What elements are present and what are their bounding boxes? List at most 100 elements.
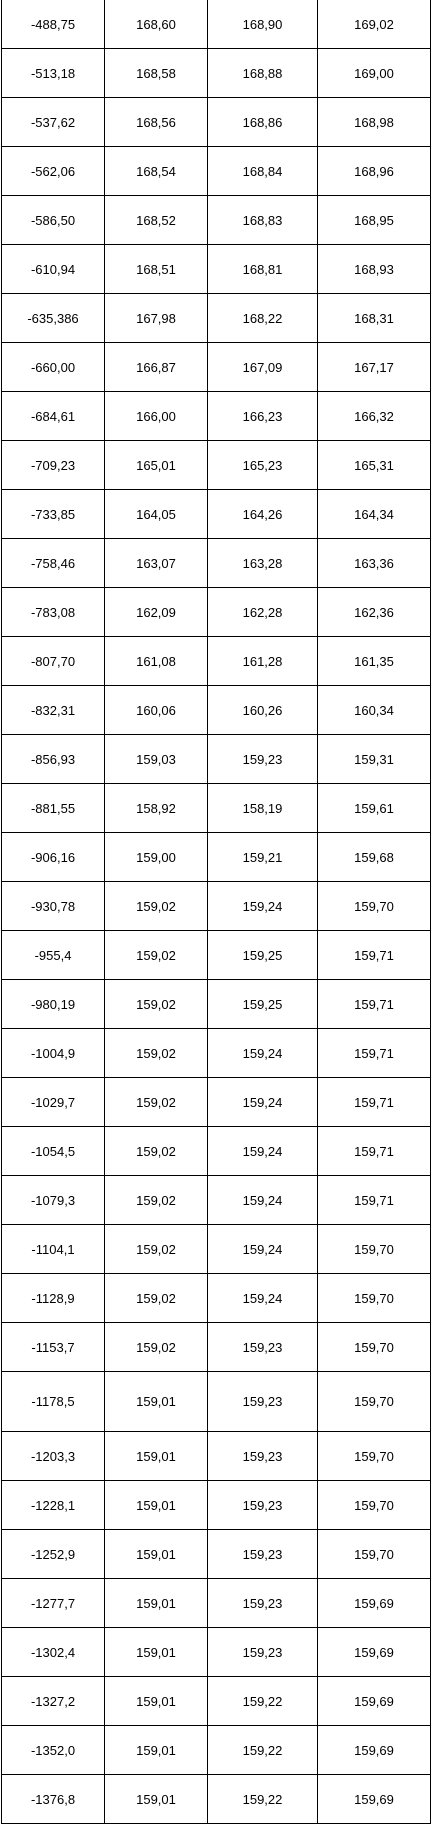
table-row: -881,55 158,92 158,19 159,61 — [1, 783, 431, 833]
table-cell-col4: 159,70 — [317, 881, 431, 931]
table-cell-col4: 159,70 — [317, 1322, 431, 1372]
table-cell-col4: 162,36 — [317, 587, 431, 637]
table-cell-col3: 159,22 — [207, 1774, 318, 1824]
table-cell-col2: 159,03 — [104, 734, 208, 784]
table-cell-col3: 168,88 — [207, 48, 318, 98]
table-cell-col2: 159,01 — [104, 1578, 208, 1628]
table-cell-col2: 168,58 — [104, 48, 208, 98]
table-row: -832,31 160,06 160,26 160,34 — [1, 685, 431, 735]
table-cell-col3: 159,22 — [207, 1676, 318, 1726]
table-cell-col3: 159,24 — [207, 1175, 318, 1225]
table-cell-col4: 168,98 — [317, 97, 431, 147]
table-cell-col3: 161,28 — [207, 636, 318, 686]
table-cell-col3: 168,90 — [207, 0, 318, 49]
table-cell-col4: 168,93 — [317, 244, 431, 294]
table-cell-col3: 159,21 — [207, 832, 318, 882]
table-cell-col2: 158,92 — [104, 783, 208, 833]
table-cell-col1: -955,4 — [1, 930, 105, 980]
table-cell-col3: 158,19 — [207, 783, 318, 833]
table-cell-col4: 167,17 — [317, 342, 431, 392]
table-cell-col2: 159,02 — [104, 881, 208, 931]
table-row: -980,19 159,02 159,25 159,71 — [1, 979, 431, 1029]
table-cell-col3: 159,23 — [207, 734, 318, 784]
table-cell-col3: 159,23 — [207, 1480, 318, 1530]
table-cell-col1: -684,61 — [1, 391, 105, 441]
table-cell-col3: 159,24 — [207, 1126, 318, 1176]
table-cell-col3: 167,09 — [207, 342, 318, 392]
table-cell-col2: 159,02 — [104, 1273, 208, 1323]
table-cell-col4: 159,71 — [317, 930, 431, 980]
table-row: -1104,1 159,02 159,24 159,70 — [1, 1224, 431, 1274]
table-cell-col1: -562,06 — [1, 146, 105, 196]
table-cell-col2: 168,52 — [104, 195, 208, 245]
table-cell-col2: 159,01 — [104, 1774, 208, 1824]
table-cell-col3: 159,23 — [207, 1578, 318, 1628]
table-row: -610,94 168,51 168,81 168,93 — [1, 244, 431, 294]
table-cell-col2: 159,02 — [104, 1028, 208, 1078]
table-cell-col1: -930,78 — [1, 881, 105, 931]
table-row: -513,18 168,58 168,88 169,00 — [1, 48, 431, 98]
table-cell-col1: -1104,1 — [1, 1224, 105, 1274]
table-row: -758,46 163,07 163,28 163,36 — [1, 538, 431, 588]
table-cell-col2: 159,01 — [104, 1529, 208, 1579]
table-row: -1277,7 159,01 159,23 159,69 — [1, 1578, 431, 1628]
table-row: -660,00 166,87 167,09 167,17 — [1, 342, 431, 392]
table-cell-col2: 161,08 — [104, 636, 208, 686]
table-cell-col4: 159,68 — [317, 832, 431, 882]
table-cell-col3: 159,25 — [207, 979, 318, 1029]
table-cell-col1: -709,23 — [1, 440, 105, 490]
table-cell-col1: -881,55 — [1, 783, 105, 833]
table-cell-col1: -1004,9 — [1, 1028, 105, 1078]
table-cell-col4: 165,31 — [317, 440, 431, 490]
table-cell-col3: 159,24 — [207, 1273, 318, 1323]
table-cell-col2: 159,01 — [104, 1627, 208, 1677]
table-cell-col2: 159,02 — [104, 1224, 208, 1274]
table-cell-col1: -1178,5 — [1, 1371, 105, 1432]
table-cell-col3: 168,84 — [207, 146, 318, 196]
table-row: -586,50 168,52 168,83 168,95 — [1, 195, 431, 245]
table-cell-col4: 159,69 — [317, 1774, 431, 1824]
table-row: -1029,7 159,02 159,24 159,71 — [1, 1077, 431, 1127]
table-cell-col2: 166,87 — [104, 342, 208, 392]
table-cell-col2: 168,51 — [104, 244, 208, 294]
table-cell-col4: 163,36 — [317, 538, 431, 588]
table-cell-col3: 159,23 — [207, 1529, 318, 1579]
table-cell-col3: 159,25 — [207, 930, 318, 980]
table-cell-col4: 159,70 — [317, 1224, 431, 1274]
table-cell-col1: -488,75 — [1, 0, 105, 49]
table-row: -1252,9 159,01 159,23 159,70 — [1, 1529, 431, 1579]
table-cell-col3: 168,22 — [207, 293, 318, 343]
table-cell-col1: -807,70 — [1, 636, 105, 686]
table-cell-col1: -1277,7 — [1, 1578, 105, 1628]
table-cell-col3: 168,81 — [207, 244, 318, 294]
table-cell-col2: 164,05 — [104, 489, 208, 539]
table-row: -537,62 168,56 168,86 168,98 — [1, 97, 431, 147]
table-row: -1376,8 159,01 159,22 159,69 — [1, 1774, 431, 1824]
table-cell-col1: -1079,3 — [1, 1175, 105, 1225]
table-cell-col3: 159,24 — [207, 881, 318, 931]
table-cell-col2: 159,01 — [104, 1431, 208, 1481]
table-cell-col4: 159,69 — [317, 1578, 431, 1628]
table-row: -1327,2 159,01 159,22 159,69 — [1, 1676, 431, 1726]
table-cell-col2: 159,00 — [104, 832, 208, 882]
table-cell-col3: 159,23 — [207, 1322, 318, 1372]
table-cell-col4: 160,34 — [317, 685, 431, 735]
table-cell-col2: 159,02 — [104, 930, 208, 980]
table-row: -1302,4 159,01 159,23 159,69 — [1, 1627, 431, 1677]
table-cell-col4: 169,00 — [317, 48, 431, 98]
table-cell-col2: 167,98 — [104, 293, 208, 343]
table-cell-col2: 159,01 — [104, 1371, 208, 1432]
table-cell-col4: 166,32 — [317, 391, 431, 441]
table-row: -1178,5 159,01 159,23 159,70 — [1, 1371, 431, 1432]
table-row: -709,23 165,01 165,23 165,31 — [1, 440, 431, 490]
table-cell-col4: 159,61 — [317, 783, 431, 833]
table-row: -1128,9 159,02 159,24 159,70 — [1, 1273, 431, 1323]
table-cell-col4: 164,34 — [317, 489, 431, 539]
table-cell-col4: 159,70 — [317, 1273, 431, 1323]
table-cell-col2: 159,01 — [104, 1480, 208, 1530]
table-row: -1079,3 159,02 159,24 159,71 — [1, 1175, 431, 1225]
table-cell-col4: 168,95 — [317, 195, 431, 245]
table-cell-col3: 162,28 — [207, 587, 318, 637]
table-cell-col1: -1153,7 — [1, 1322, 105, 1372]
table-cell-col3: 159,23 — [207, 1371, 318, 1432]
